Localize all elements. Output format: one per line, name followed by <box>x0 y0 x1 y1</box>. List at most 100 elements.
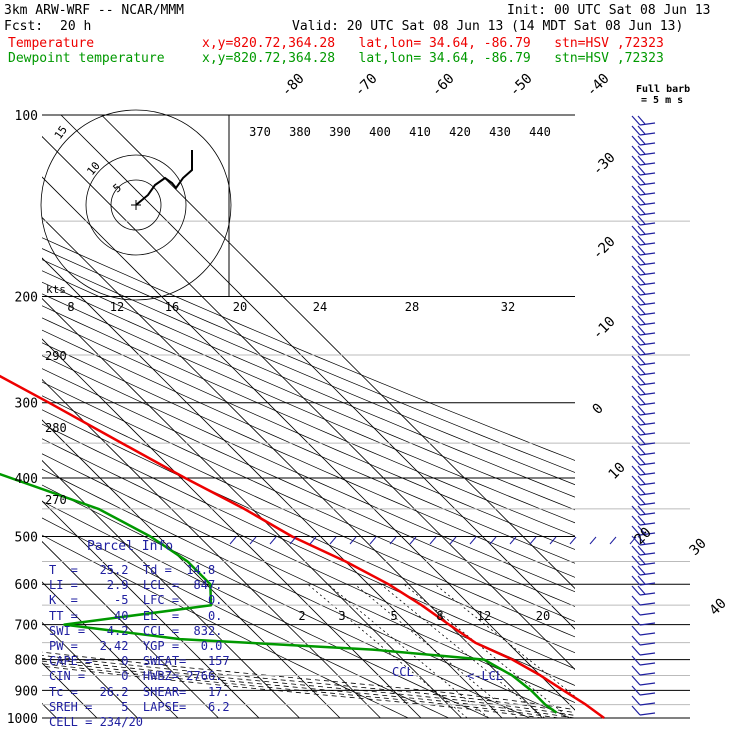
theta-label: 270 <box>45 493 67 507</box>
isotherm-label: 30 <box>687 536 710 559</box>
pressure-tick-label: 1000 <box>7 712 38 727</box>
wind-barb <box>639 272 656 276</box>
wind-barb <box>639 152 656 156</box>
dry-adiabat <box>42 368 575 607</box>
wind-barb-flag <box>631 315 641 326</box>
temperature-location: x,y=820.72,364.28 lat,lon= 34.64, -86.79… <box>202 36 664 51</box>
wind-barb-flag <box>631 595 641 606</box>
wind-barb-flag <box>631 675 641 686</box>
wind-barb-flag <box>631 285 641 296</box>
grid-layer <box>42 114 690 719</box>
wind-barb-flag <box>631 235 641 246</box>
dry-adiabat <box>42 329 575 564</box>
wind-barb-flag <box>631 275 641 286</box>
wind-barb <box>639 712 656 716</box>
forecast-label: Fcst: <box>4 19 44 34</box>
wind-barb <box>639 622 656 626</box>
wind-barb-flag <box>637 555 646 565</box>
parcel-info-row: PW = 2.42 YGP = 0.0 <box>49 639 223 653</box>
wind-barb-flag <box>637 455 646 465</box>
wind-barb-flag <box>637 215 646 225</box>
wind-barb <box>639 552 656 556</box>
wind-speed-label: 20 <box>233 300 247 314</box>
dry-adiabat <box>42 317 575 550</box>
wind-barb-flag <box>637 305 646 315</box>
parcel-info-row: CIN = 0 HWBZ= 2766. <box>49 669 223 684</box>
wind-barb-flag <box>631 255 641 266</box>
wind-barb-flag <box>637 495 646 505</box>
wind-barb-flag <box>637 585 646 595</box>
wind-barb <box>639 502 656 506</box>
wind-barb-flag <box>637 245 646 255</box>
mixing-ratio-label: 8 <box>436 609 443 623</box>
wind-barb-flag <box>631 475 641 486</box>
dry-adiabat <box>42 355 575 593</box>
wind-tick <box>429 536 437 545</box>
wind-barb <box>639 572 656 576</box>
wind-barb <box>639 162 656 166</box>
wind-barb <box>639 182 656 186</box>
wind-barb-flag <box>631 545 641 556</box>
isotherm-label: 10 <box>606 460 629 483</box>
wind-barb-flag <box>631 165 641 176</box>
dry-adiabat <box>42 423 575 670</box>
wind-barb-flag <box>631 375 641 386</box>
wind-barb <box>639 592 656 596</box>
isotherm-line <box>42 338 422 718</box>
full-barb-legend: Full barb <box>636 84 690 95</box>
wind-barb-flag <box>637 285 646 295</box>
wind-barb-flag <box>637 255 646 265</box>
pressure-tick-label: 200 <box>15 291 38 306</box>
dry-adiabat <box>42 293 575 524</box>
isotherm-line <box>42 459 300 718</box>
wind-barb <box>639 342 656 346</box>
wind-barb-flag <box>631 655 641 666</box>
wind-barb-flag <box>637 195 646 205</box>
wind-barb <box>639 432 656 436</box>
wind-barbs <box>229 115 656 716</box>
wind-speed-label: 32 <box>501 300 515 314</box>
wind-barb <box>639 402 656 406</box>
wind-barb-flag <box>637 315 646 325</box>
wind-barb-flag <box>631 155 641 166</box>
isotherm-label: -60 <box>429 71 458 100</box>
dewpoint-location: x,y=820.72,364.28 lat,lon= 34.64, -86.79… <box>202 51 664 66</box>
wind-tick <box>269 536 277 545</box>
pressure-tick-label: 900 <box>15 684 38 699</box>
isotherm-label: -10 <box>590 314 619 343</box>
wind-barb-flag <box>637 435 646 445</box>
parcel-info-row: T = 25.2 Td = 14.8 <box>49 563 216 577</box>
wind-barb <box>639 682 656 686</box>
wind-barb-flag <box>631 575 641 586</box>
theta-e-label: 420 <box>449 125 471 139</box>
wind-barb-flag <box>631 455 641 466</box>
wind-barb <box>639 372 656 376</box>
wind-barb <box>639 672 656 676</box>
parcel-info-row: CELL = 234/20 <box>49 715 143 729</box>
isotherm-label: 0 <box>590 401 607 418</box>
wind-barb-flag <box>637 465 646 475</box>
wind-barb-flag <box>631 175 641 186</box>
profile-lines <box>0 374 605 720</box>
hodograph-ring-label: 10 <box>84 159 102 178</box>
theta-e-label: 430 <box>489 125 511 139</box>
dry-adiabat <box>42 468 572 718</box>
isotherm-line <box>42 216 543 718</box>
wind-speed-label: 8 <box>67 300 74 314</box>
theta-e-label: 390 <box>329 125 351 139</box>
wind-barb-flag <box>631 705 641 716</box>
dry-adiabat <box>42 438 575 686</box>
wind-barb-flag <box>637 345 646 355</box>
wind-barb <box>639 282 656 286</box>
wind-barb-flag <box>631 145 641 156</box>
mixing-ratio-label: 12 <box>477 609 491 623</box>
wind-barb <box>639 232 656 236</box>
init-time: Init: 00 UTC Sat 08 Jun 13 <box>507 3 711 18</box>
wind-barb-flag <box>637 235 646 245</box>
mixing-ratio-label: 20 <box>536 609 550 623</box>
wind-barb <box>639 262 656 266</box>
wind-barb-flag <box>631 125 641 136</box>
isotherm-label: 40 <box>707 596 730 619</box>
wind-tick <box>569 536 577 545</box>
wind-barb-flag <box>631 425 641 436</box>
